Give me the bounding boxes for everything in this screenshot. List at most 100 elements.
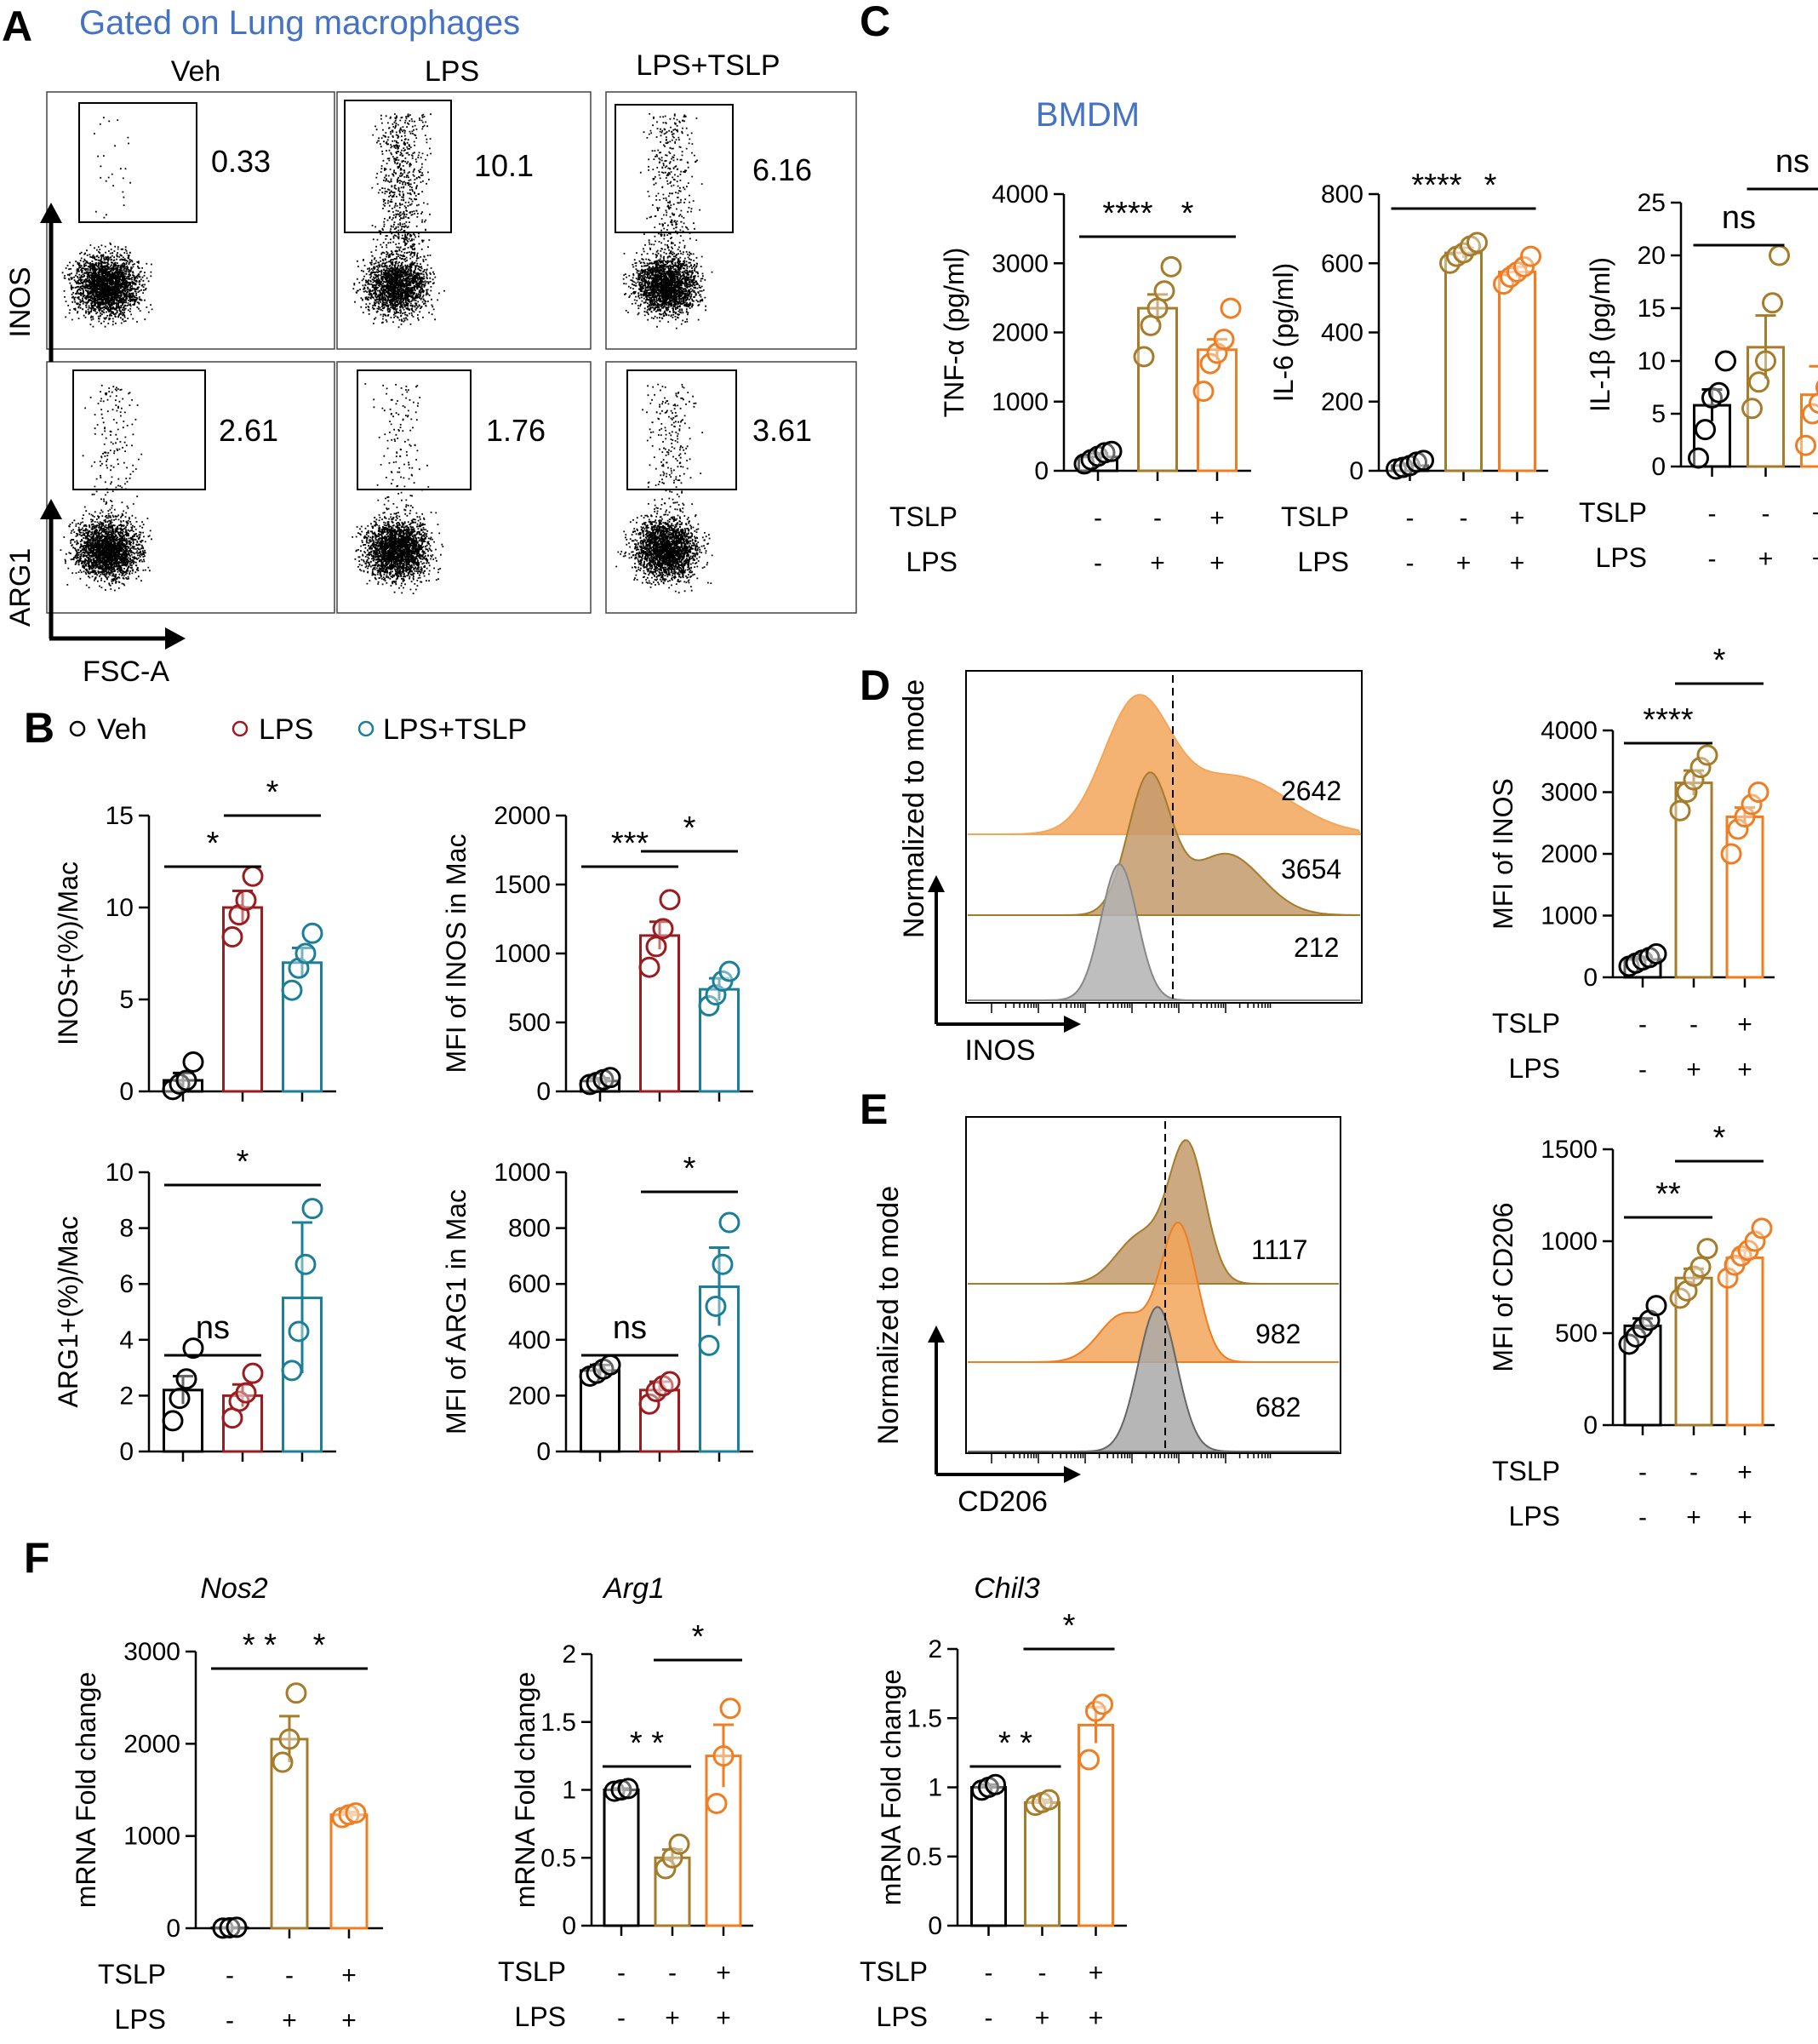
flow-plot-frame xyxy=(605,361,857,614)
y-tick-label: 2 xyxy=(928,1635,942,1663)
data-point xyxy=(301,922,323,944)
data-point xyxy=(281,1360,303,1382)
data-point xyxy=(1720,843,1742,865)
treatment-tslp-sign: + xyxy=(1089,1959,1104,1987)
data-point xyxy=(1676,782,1698,803)
legend-label-lps: LPS xyxy=(259,713,313,746)
flow-gate-value: 0.33 xyxy=(211,144,271,179)
data-point xyxy=(1192,381,1215,403)
treatment-tslp-sign: - xyxy=(285,1961,294,1990)
significance-label: * xyxy=(207,826,220,862)
significance-label: * xyxy=(237,1144,249,1180)
y-axis-label: mRNA Fold change xyxy=(510,1672,540,1908)
data-point xyxy=(1741,398,1763,420)
significance-label: ns xyxy=(1722,200,1756,236)
treatment-lps-sign: + xyxy=(1758,545,1774,573)
data-point xyxy=(1748,371,1769,393)
inos-arrowhead-icon xyxy=(40,203,62,223)
treatment-tslp-sign: + xyxy=(341,1961,357,1990)
treatment-label-lps: LPS xyxy=(877,2001,928,2032)
y-tick-label: 800 xyxy=(1321,180,1364,209)
flow-plot-frame xyxy=(46,91,335,350)
y-tick-label: 4 xyxy=(119,1326,134,1354)
treatment-label-lps: LPS xyxy=(1509,1501,1560,1532)
treatment-lps-sign: + xyxy=(1150,549,1165,577)
treatment-tslp-sign: - xyxy=(1689,1458,1698,1486)
y-tick-label: 0 xyxy=(119,1078,134,1106)
y-axis-label: MFI of INOS in Mac xyxy=(441,834,472,1074)
treatment-lps-sign: + xyxy=(1089,2004,1104,2032)
y-tick-label: 2000 xyxy=(123,1730,180,1758)
histogram-value-cd206-3: 682 xyxy=(1255,1392,1301,1423)
histogram-value-inos-2: 3654 xyxy=(1281,854,1341,885)
significance-label: ns xyxy=(613,1310,647,1346)
y-tick-label: 4000 xyxy=(1541,717,1598,745)
significance-label: * xyxy=(683,1151,696,1187)
data-point xyxy=(1645,942,1667,965)
data-point xyxy=(1140,314,1162,336)
flow-plot-arg1-lps-tslp: 3.61 xyxy=(605,361,857,614)
treatment-tslp-sign: - xyxy=(1689,1011,1698,1039)
y-tick-label: 0 xyxy=(928,1912,942,1940)
significance-label: ns xyxy=(1775,144,1809,180)
treatment-tslp-sign: - xyxy=(226,1961,234,1990)
bar-chart-f3: 0 0.5 1 1.5 2 mRNA Fold change * * * TSLP LPS - - - +… xyxy=(860,1608,1127,2032)
data-point xyxy=(718,960,740,982)
data-point xyxy=(182,1051,204,1073)
data-point xyxy=(705,1295,727,1317)
y-tick-label: 3000 xyxy=(123,1638,180,1666)
data-point xyxy=(1688,447,1709,469)
treatment-tslp-sign: - xyxy=(1153,504,1162,532)
significance-label: * xyxy=(1713,1120,1726,1156)
histogram-frame xyxy=(965,670,1363,1004)
data-point xyxy=(175,1368,197,1390)
data-point xyxy=(1520,245,1541,267)
treatment-lps-sign: + xyxy=(1209,549,1225,577)
data-point xyxy=(1160,255,1182,278)
data-point xyxy=(1078,1749,1100,1771)
legend-marker-veh xyxy=(69,720,86,737)
flow-row-label-arg1: ARG1 xyxy=(4,548,37,627)
treatment-tslp-sign: + xyxy=(1812,500,1818,528)
treatment-lps-sign: + xyxy=(341,2007,357,2035)
y-tick-label: 2 xyxy=(562,1640,576,1669)
treatment-tslp-sign: + xyxy=(1209,504,1225,532)
y-axis-label: MFI of ARG1 in Mac xyxy=(441,1189,472,1434)
data-point xyxy=(1696,744,1718,766)
panel-letter-d: D xyxy=(860,661,890,709)
treatment-label-tslp: TSLP xyxy=(498,1956,566,1987)
treatment-lps-sign: - xyxy=(226,2007,234,2035)
y-tick-label: 10 xyxy=(106,894,134,922)
significance-label: ** xyxy=(1655,1177,1681,1212)
y-tick-label: 800 xyxy=(508,1215,551,1243)
y-tick-label: 1000 xyxy=(494,940,551,968)
histogram-frame xyxy=(965,1116,1341,1454)
flow-x-label: FSC-A xyxy=(83,656,169,688)
data-point xyxy=(698,995,720,1017)
x-arrowhead-icon xyxy=(1064,1466,1081,1483)
treatment-lps-sign: - xyxy=(617,2004,626,2032)
flow-events xyxy=(352,383,444,594)
treatment-tslp-sign: + xyxy=(1737,1458,1752,1486)
flow-gate-value: 3.61 xyxy=(752,413,812,448)
y-axis-label: MFI of CD206 xyxy=(1488,1202,1518,1371)
significance-label: **** xyxy=(1102,196,1152,232)
y-axis-label: IL-1β (pg/ml) xyxy=(1585,257,1615,412)
treatment-lps-sign: - xyxy=(1708,545,1717,573)
treatment-lps-sign: + xyxy=(282,2007,297,2035)
y-tick-label: 1000 xyxy=(992,388,1049,416)
y-tick-label: 3000 xyxy=(992,249,1049,278)
data-point xyxy=(1755,350,1776,372)
data-point xyxy=(1092,1693,1113,1715)
treatment-tslp-sign: - xyxy=(1038,1959,1047,1987)
panel-letter-b: B xyxy=(24,704,54,752)
data-point xyxy=(645,936,667,958)
flow-gate-value: 10.1 xyxy=(474,148,534,183)
treatment-tslp-sign: - xyxy=(1094,504,1102,532)
flow-gate-value: 6.16 xyxy=(752,152,812,187)
y-tick-label: 0.5 xyxy=(540,1844,576,1872)
data-point xyxy=(235,1382,257,1404)
data-point xyxy=(652,918,674,940)
